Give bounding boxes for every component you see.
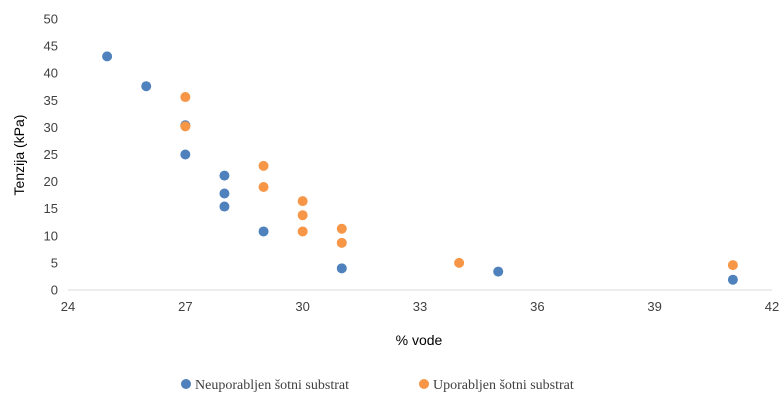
x-tick-label: 42 (765, 299, 779, 314)
legend: Neuporabljen šotni substrat Uporabljen š… (181, 378, 574, 393)
x-axis-title: % vode (396, 332, 443, 348)
point-uporabljen (727, 260, 738, 271)
point-uporabljen (297, 226, 308, 237)
y-tick-label: 45 (44, 39, 58, 54)
point-neuporabljen (219, 170, 230, 181)
y-tick-label: 15 (44, 201, 58, 216)
point-neuporabljen (727, 274, 738, 285)
point-neuporabljen (180, 149, 191, 160)
point-uporabljen (258, 160, 269, 171)
legend-marker-uporabljen (419, 379, 429, 389)
point-neuporabljen (219, 201, 230, 212)
y-tick-label: 10 (44, 228, 58, 243)
legend-label-uporabljen: Uporabljen šotni substrat (433, 378, 574, 393)
point-uporabljen (336, 223, 347, 234)
data-points (102, 51, 738, 285)
point-uporabljen (258, 182, 269, 193)
y-tick-label: 40 (44, 66, 58, 81)
point-neuporabljen (258, 226, 269, 237)
point-neuporabljen (141, 81, 152, 92)
point-neuporabljen (336, 263, 347, 274)
x-tick-label: 39 (647, 299, 661, 314)
y-tick-label: 30 (44, 120, 58, 135)
y-tick-label: 50 (44, 12, 58, 27)
x-tick-label: 30 (295, 299, 309, 314)
x-tick-label: 27 (178, 299, 192, 314)
point-neuporabljen (493, 266, 504, 277)
legend-marker-neuporabljen (181, 379, 191, 389)
point-uporabljen (297, 196, 308, 207)
y-tick-label: 25 (44, 147, 58, 162)
y-tick-label: 5 (51, 255, 58, 270)
point-uporabljen (336, 237, 347, 248)
x-tick-label: 24 (61, 299, 75, 314)
y-axis-ticks: 0 5 10 15 20 25 30 35 40 45 50 (44, 12, 58, 298)
y-axis-title: Tenzija (kPa) (11, 115, 27, 196)
y-tick-label: 0 (51, 283, 58, 298)
x-axis-ticks: 24 27 30 33 36 39 42 (61, 299, 779, 314)
y-tick-label: 35 (44, 93, 58, 108)
point-uporabljen (454, 257, 465, 268)
point-neuporabljen (102, 51, 113, 62)
x-tick-label: 33 (413, 299, 427, 314)
point-uporabljen (297, 210, 308, 221)
point-uporabljen (180, 121, 191, 132)
point-uporabljen (180, 92, 191, 103)
point-neuporabljen (219, 188, 230, 199)
y-tick-label: 20 (44, 174, 58, 189)
x-tick-label: 36 (530, 299, 544, 314)
legend-label-neuporabljen: Neuporabljen šotni substrat (195, 378, 349, 393)
